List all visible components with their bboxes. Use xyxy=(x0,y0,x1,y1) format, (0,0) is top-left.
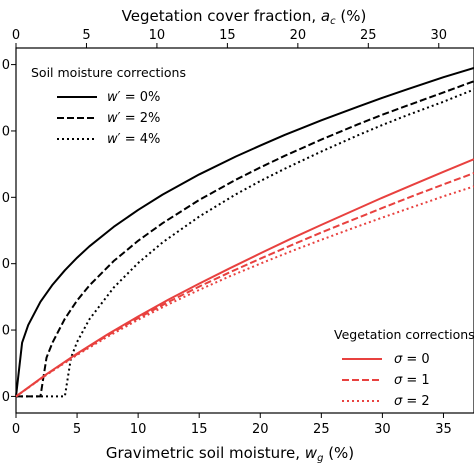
legend-veg-label-1: σ = 1 xyxy=(394,373,430,388)
y-tick-label-2: 0 xyxy=(2,257,10,272)
legend-vegetation: Vegetation corrections σ = 0 σ = 1 σ = 2 xyxy=(334,327,474,409)
x-tick-label-1: 5 xyxy=(73,422,81,437)
y-tick-label-5: 0 xyxy=(2,58,10,73)
legend-soil-moisture: Soil moisture corrections w′ = 0% w′ = 2… xyxy=(31,65,186,147)
y-tick-label-1: 0 xyxy=(2,324,10,339)
legend-veg-label-0: σ = 0 xyxy=(394,352,430,367)
series-line-1 xyxy=(16,80,474,398)
series-line-5 xyxy=(15,185,474,398)
x-tick-label-7: 35 xyxy=(435,422,452,437)
y-tick-label-3: 0 xyxy=(2,191,10,206)
y-tick-label-0: 0 xyxy=(2,390,10,405)
x-tick-label-4: 20 xyxy=(252,422,269,437)
x-tick-label-5: 25 xyxy=(313,422,330,437)
legend-soil-label-1: w′ = 2% xyxy=(107,111,160,126)
x2-tick-label-3: 15 xyxy=(219,28,236,43)
series-layer xyxy=(15,66,474,398)
x-tick-label-2: 10 xyxy=(130,422,147,437)
x2-tick-label-6: 30 xyxy=(430,28,447,43)
x-tick-label-0: 0 xyxy=(12,422,20,437)
x2-axis-title: Vegetation cover fraction, ac (%) xyxy=(122,7,367,27)
legend-soil-label-0: w′ = 0% xyxy=(107,90,160,105)
y-tick-label-4: 0 xyxy=(2,124,10,139)
legend-soil-title: Soil moisture corrections xyxy=(31,65,186,80)
x-tick-label-3: 15 xyxy=(191,422,208,437)
x-tick-label-6: 30 xyxy=(374,422,391,437)
x2-tick-label-5: 25 xyxy=(360,28,377,43)
legend-soil-label-2: w′ = 4% xyxy=(107,132,160,147)
x2-tick-label-4: 20 xyxy=(290,28,307,43)
x2-tick-label-1: 5 xyxy=(82,28,90,43)
series-line-4 xyxy=(15,172,474,398)
series-line-0 xyxy=(15,66,474,397)
plot-frame xyxy=(15,47,474,414)
series-line-2 xyxy=(16,88,474,398)
x2-tick-label-0: 0 xyxy=(12,28,20,43)
x-axis-title: Gravimetric soil moisture, wg (%) xyxy=(106,444,354,464)
legend-veg-label-2: σ = 2 xyxy=(394,394,430,409)
legend-veg-title: Vegetation corrections xyxy=(334,327,474,342)
x2-tick-label-2: 10 xyxy=(149,28,166,43)
